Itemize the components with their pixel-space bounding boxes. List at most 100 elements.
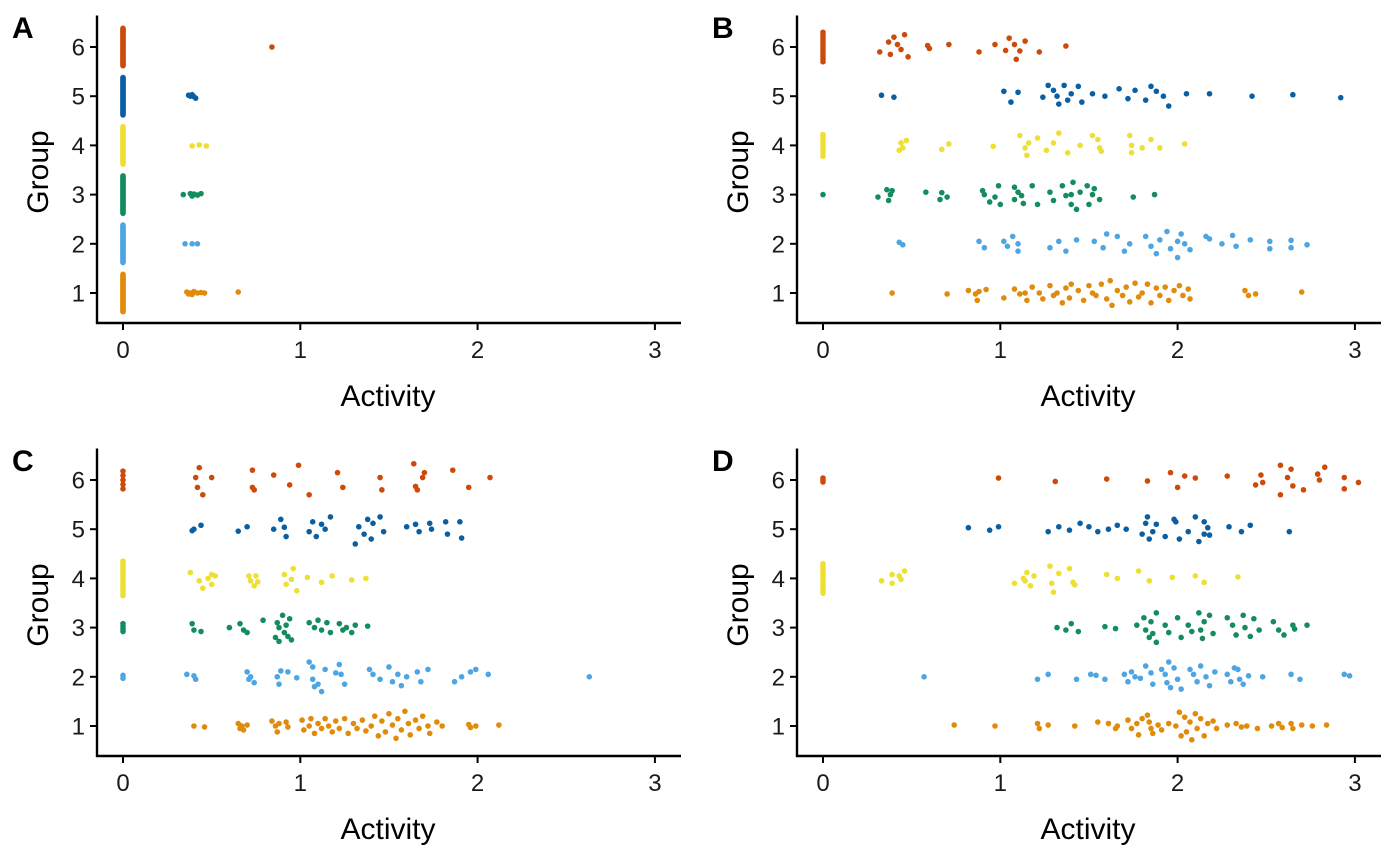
data-point-group-4: [290, 565, 297, 572]
data-point-group-2: [309, 676, 316, 683]
data-point-group-1: [402, 708, 408, 715]
data-point-group-5: [377, 514, 383, 520]
data-point-group-2: [1158, 666, 1165, 673]
data-point-group-6: [334, 469, 341, 476]
data-point-group-3: [1304, 622, 1310, 628]
y-tick-label: 6: [772, 35, 785, 62]
data-point-group-2: [1103, 231, 1110, 237]
data-point-group-2: [451, 678, 458, 685]
data-point-group-5: [313, 533, 320, 540]
data-point-group-1: [1098, 281, 1105, 287]
data-point-group-2: [389, 678, 396, 685]
data-point-group-3: [875, 194, 881, 200]
data-point-group-1: [393, 735, 399, 742]
data-point-group-3: [276, 638, 282, 645]
data-point-group-5: [458, 535, 465, 541]
data-point-group-6: [1314, 471, 1321, 477]
data-point-group-1: [1080, 297, 1087, 304]
data-point-group-2: [1102, 676, 1108, 683]
data-point-group-2: [1087, 671, 1094, 678]
data-point-group-5: [1153, 88, 1160, 95]
data-point-group-2: [976, 238, 982, 245]
data-point-group-2: [1093, 672, 1099, 679]
data-point-group-5: [281, 524, 288, 531]
data-point-group-2: [1091, 238, 1098, 245]
data-point-group-2: [1063, 248, 1069, 254]
data-point-group-1: [1288, 720, 1294, 727]
data-point-group-5: [403, 523, 410, 530]
data-point-group-1: [1063, 285, 1069, 291]
data-point-group-1: [201, 290, 208, 296]
data-point-group-2: [1165, 659, 1172, 665]
data-point-group-4: [899, 145, 906, 151]
y-tick-label: 3: [72, 615, 85, 642]
data-point-group-1: [1162, 284, 1168, 290]
data-point-group-1: [1022, 290, 1028, 296]
y-tick-label: 6: [72, 35, 85, 62]
data-point-group-6: [1321, 464, 1328, 471]
data-point-group-4: [1146, 578, 1153, 584]
data-point-group-3: [1034, 201, 1041, 208]
panel-c: C Group Activity 0 1 2 3 1 2 3 4 5 6: [12, 445, 681, 846]
data-point-group-3: [1102, 623, 1108, 630]
data-point-group-3: [1011, 196, 1018, 203]
data-point-group-1: [1040, 296, 1046, 302]
data-point-group-2: [244, 669, 250, 675]
data-point-group-3: [1233, 632, 1239, 638]
data-point-group-4: [901, 568, 908, 574]
data-point-group-3: [198, 190, 204, 197]
data-point-group-2: [184, 671, 190, 678]
data-point-group-3: [1247, 633, 1254, 640]
data-point-group-2: [1114, 233, 1121, 240]
panel-b: B Group Activity 0 1 2 3 1 2 3 4 5 6: [712, 12, 1381, 413]
data-point-group-1: [1204, 720, 1211, 727]
x-tick-label: 3: [1348, 770, 1361, 797]
data-point-group-1: [992, 723, 998, 729]
data-point-group-2: [418, 678, 424, 685]
data-point-group-6: [1284, 474, 1291, 481]
data-point-group-3: [276, 624, 282, 631]
data-point-group-4: [1114, 575, 1121, 582]
data-point-group-4: [246, 573, 252, 579]
data-point-group-4: [1103, 571, 1110, 578]
data-point-group-3: [1018, 192, 1025, 199]
data-point-group-2: [1162, 671, 1168, 678]
x-tick-label: 2: [471, 337, 484, 364]
data-point-group-4: [1181, 141, 1188, 147]
data-point-group-6: [251, 487, 258, 493]
data-point-group-4: [898, 576, 904, 583]
data-point-group-1: [1135, 294, 1142, 300]
data-point-group-2: [1212, 669, 1218, 675]
data-point-group-1: [274, 729, 281, 735]
data-point-group-4: [1031, 573, 1037, 579]
data-point-group-1: [1119, 292, 1126, 299]
y-tick-label: 4: [72, 133, 85, 160]
data-point-group-4: [1034, 135, 1041, 141]
data-point-group-3: [1242, 624, 1248, 631]
y-axis-title: Group: [22, 130, 55, 213]
panel-d: D Group Activity 0 1 2 3 1 2 3 4 5 6: [712, 445, 1381, 846]
data-point-group-1: [1095, 719, 1101, 725]
data-point-group-1: [1165, 720, 1172, 727]
data-point-group-4: [1056, 130, 1062, 136]
data-point-group-3: [1134, 622, 1140, 628]
data-point-group-1: [1243, 723, 1250, 729]
data-point-group-4: [203, 143, 210, 149]
data-point-group-6: [1017, 48, 1023, 54]
data-point-group-2: [473, 666, 479, 673]
data-point-group-2: [386, 664, 392, 670]
data-point-group-2: [467, 669, 474, 675]
data-point-group-5: [1089, 90, 1096, 97]
data-point-group-3: [1206, 612, 1213, 619]
data-point-group-1: [301, 727, 307, 733]
data-point-group-1: [345, 730, 351, 737]
data-point-group-3: [1015, 189, 1021, 195]
data-point-group-6: [901, 31, 908, 38]
data-point-group-3: [260, 617, 266, 624]
x-tick-label: 1: [994, 337, 1007, 364]
data-point-group-1: [389, 722, 396, 728]
data-point-group-3: [1174, 614, 1181, 621]
data-point-group-1: [325, 723, 332, 729]
data-point-group-3: [237, 620, 243, 627]
data-point-group-6: [905, 54, 911, 60]
